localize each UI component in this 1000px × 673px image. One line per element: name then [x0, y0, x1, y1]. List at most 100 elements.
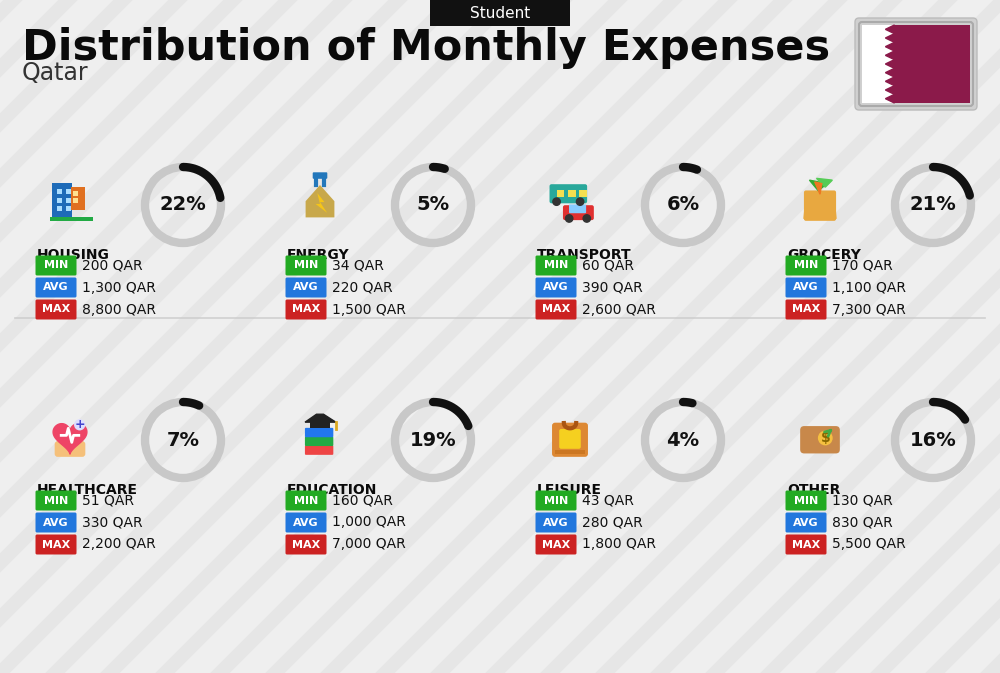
- FancyBboxPatch shape: [579, 190, 587, 197]
- Circle shape: [553, 198, 560, 205]
- Text: 220 QAR: 220 QAR: [332, 281, 393, 295]
- FancyBboxPatch shape: [286, 513, 326, 532]
- Text: MAX: MAX: [792, 304, 820, 314]
- FancyBboxPatch shape: [786, 277, 826, 297]
- Polygon shape: [885, 34, 894, 42]
- FancyBboxPatch shape: [536, 534, 576, 555]
- FancyBboxPatch shape: [800, 426, 840, 454]
- Circle shape: [75, 420, 85, 430]
- Text: 7,300 QAR: 7,300 QAR: [832, 302, 906, 316]
- Text: GROCERY: GROCERY: [787, 248, 861, 262]
- FancyBboxPatch shape: [894, 25, 970, 103]
- FancyBboxPatch shape: [286, 256, 326, 275]
- Polygon shape: [885, 77, 894, 85]
- FancyBboxPatch shape: [36, 491, 76, 511]
- Text: MIN: MIN: [44, 260, 68, 271]
- FancyBboxPatch shape: [36, 256, 76, 275]
- Polygon shape: [816, 178, 832, 187]
- Text: MAX: MAX: [542, 540, 570, 549]
- Text: 2,600 QAR: 2,600 QAR: [582, 302, 656, 316]
- Text: MAX: MAX: [292, 304, 320, 314]
- FancyBboxPatch shape: [57, 206, 62, 211]
- FancyBboxPatch shape: [286, 491, 326, 511]
- FancyBboxPatch shape: [310, 422, 330, 428]
- FancyBboxPatch shape: [786, 513, 826, 532]
- FancyBboxPatch shape: [57, 198, 62, 203]
- Text: AVG: AVG: [543, 283, 569, 293]
- Polygon shape: [815, 182, 822, 194]
- Text: 1,500 QAR: 1,500 QAR: [332, 302, 406, 316]
- Text: 1,300 QAR: 1,300 QAR: [82, 281, 156, 295]
- Polygon shape: [885, 85, 894, 94]
- Text: MIN: MIN: [544, 495, 568, 505]
- Polygon shape: [316, 193, 327, 213]
- FancyBboxPatch shape: [559, 429, 581, 449]
- Text: 19%: 19%: [410, 431, 456, 450]
- FancyBboxPatch shape: [786, 491, 826, 511]
- Text: AVG: AVG: [793, 518, 819, 528]
- Polygon shape: [885, 94, 894, 103]
- Text: LEISURE: LEISURE: [537, 483, 602, 497]
- Circle shape: [576, 198, 584, 205]
- FancyBboxPatch shape: [286, 277, 326, 297]
- FancyBboxPatch shape: [305, 428, 333, 437]
- FancyBboxPatch shape: [862, 25, 894, 103]
- Text: MAX: MAX: [542, 304, 570, 314]
- Text: 1,100 QAR: 1,100 QAR: [832, 281, 906, 295]
- Text: MIN: MIN: [544, 260, 568, 271]
- FancyBboxPatch shape: [66, 198, 71, 203]
- Text: 34 QAR: 34 QAR: [332, 258, 384, 273]
- Text: MAX: MAX: [42, 540, 70, 549]
- FancyBboxPatch shape: [786, 256, 826, 275]
- FancyBboxPatch shape: [804, 190, 836, 221]
- Polygon shape: [803, 192, 837, 219]
- FancyBboxPatch shape: [552, 423, 588, 457]
- FancyBboxPatch shape: [66, 206, 71, 211]
- FancyBboxPatch shape: [36, 534, 76, 555]
- Text: AVG: AVG: [793, 283, 819, 293]
- FancyBboxPatch shape: [305, 446, 333, 455]
- Text: Distribution of Monthly Expenses: Distribution of Monthly Expenses: [22, 27, 830, 69]
- FancyBboxPatch shape: [536, 299, 576, 320]
- Text: AVG: AVG: [43, 518, 69, 528]
- FancyBboxPatch shape: [73, 190, 78, 196]
- Polygon shape: [306, 185, 334, 217]
- Text: MIN: MIN: [44, 495, 68, 505]
- Text: 1,800 QAR: 1,800 QAR: [582, 538, 656, 551]
- Text: MAX: MAX: [292, 540, 320, 549]
- Text: 2,200 QAR: 2,200 QAR: [82, 538, 156, 551]
- FancyBboxPatch shape: [536, 277, 576, 297]
- FancyBboxPatch shape: [568, 190, 576, 197]
- Text: 5%: 5%: [416, 195, 450, 215]
- Text: ENERGY: ENERGY: [287, 248, 350, 262]
- Text: MIN: MIN: [794, 260, 818, 271]
- FancyBboxPatch shape: [36, 513, 76, 532]
- FancyBboxPatch shape: [536, 513, 576, 532]
- FancyBboxPatch shape: [536, 256, 576, 275]
- Text: 130 QAR: 130 QAR: [832, 493, 893, 507]
- Text: 160 QAR: 160 QAR: [332, 493, 393, 507]
- Text: 21%: 21%: [910, 195, 956, 215]
- Text: TRANSPORT: TRANSPORT: [537, 248, 632, 262]
- Text: Student: Student: [470, 5, 530, 20]
- FancyBboxPatch shape: [52, 183, 72, 217]
- FancyBboxPatch shape: [55, 441, 85, 457]
- Text: +: +: [74, 419, 85, 431]
- Text: 43 QAR: 43 QAR: [582, 493, 634, 507]
- FancyBboxPatch shape: [305, 437, 333, 446]
- Text: 7%: 7%: [166, 431, 200, 450]
- Text: 170 QAR: 170 QAR: [832, 258, 893, 273]
- FancyBboxPatch shape: [786, 534, 826, 555]
- Text: OTHER: OTHER: [787, 483, 840, 497]
- Text: 390 QAR: 390 QAR: [582, 281, 643, 295]
- FancyBboxPatch shape: [536, 491, 576, 511]
- FancyBboxPatch shape: [71, 187, 85, 210]
- FancyBboxPatch shape: [557, 190, 564, 197]
- Polygon shape: [885, 69, 894, 77]
- Text: 60 QAR: 60 QAR: [582, 258, 634, 273]
- Text: AVG: AVG: [293, 283, 319, 293]
- Text: HEALTHCARE: HEALTHCARE: [37, 483, 138, 497]
- Text: 280 QAR: 280 QAR: [582, 516, 643, 530]
- FancyBboxPatch shape: [36, 299, 76, 320]
- FancyBboxPatch shape: [286, 299, 326, 320]
